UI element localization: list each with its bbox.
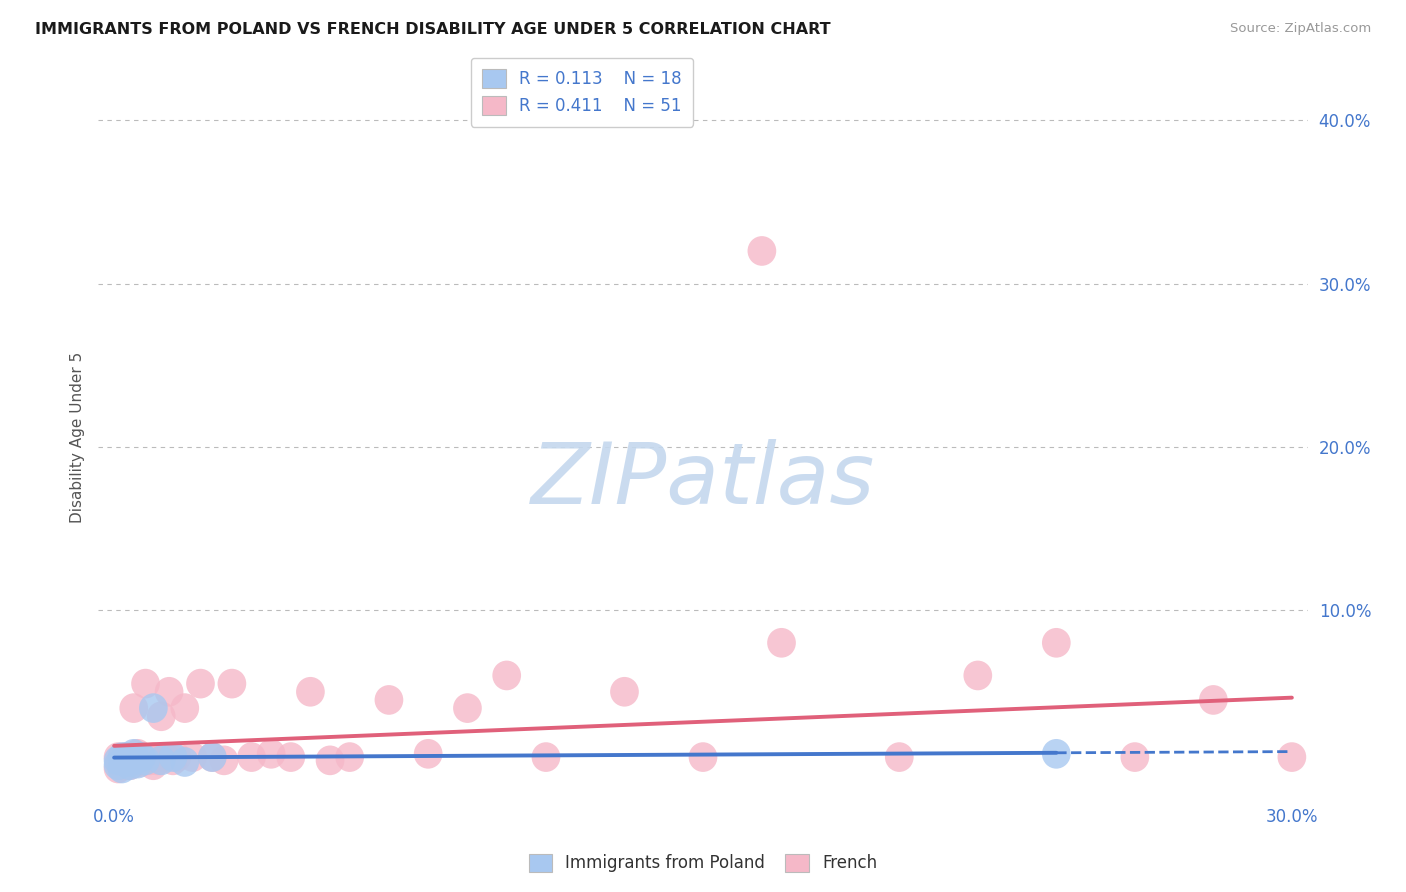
Ellipse shape: [374, 685, 404, 714]
Ellipse shape: [884, 742, 914, 772]
Legend: R = 0.113    N = 18, R = 0.411    N = 51: R = 0.113 N = 18, R = 0.411 N = 51: [471, 58, 693, 127]
Ellipse shape: [120, 748, 148, 779]
Ellipse shape: [139, 750, 167, 780]
Ellipse shape: [120, 746, 148, 775]
Ellipse shape: [135, 746, 165, 775]
Ellipse shape: [139, 742, 167, 772]
Ellipse shape: [131, 669, 160, 698]
Ellipse shape: [111, 742, 141, 772]
Ellipse shape: [115, 750, 145, 780]
Ellipse shape: [492, 661, 522, 690]
Ellipse shape: [150, 742, 180, 772]
Ellipse shape: [115, 742, 145, 772]
Ellipse shape: [1042, 628, 1071, 657]
Ellipse shape: [104, 746, 132, 775]
Ellipse shape: [108, 742, 136, 772]
Ellipse shape: [453, 693, 482, 723]
Ellipse shape: [131, 746, 160, 775]
Text: IMMIGRANTS FROM POLAND VS FRENCH DISABILITY AGE UNDER 5 CORRELATION CHART: IMMIGRANTS FROM POLAND VS FRENCH DISABIL…: [35, 22, 831, 37]
Text: Source: ZipAtlas.com: Source: ZipAtlas.com: [1230, 22, 1371, 36]
Ellipse shape: [413, 739, 443, 769]
Ellipse shape: [170, 747, 200, 777]
Ellipse shape: [159, 742, 187, 772]
Ellipse shape: [146, 701, 176, 731]
Ellipse shape: [139, 693, 167, 723]
Ellipse shape: [146, 746, 176, 775]
Ellipse shape: [128, 747, 156, 777]
Ellipse shape: [170, 693, 200, 723]
Ellipse shape: [238, 742, 266, 772]
Ellipse shape: [179, 742, 207, 772]
Ellipse shape: [277, 742, 305, 772]
Ellipse shape: [108, 754, 136, 783]
Ellipse shape: [1121, 742, 1149, 772]
Ellipse shape: [108, 746, 136, 775]
Ellipse shape: [316, 746, 344, 775]
Ellipse shape: [104, 742, 132, 772]
Ellipse shape: [159, 746, 187, 775]
Ellipse shape: [104, 754, 132, 783]
Ellipse shape: [124, 739, 152, 769]
Ellipse shape: [335, 742, 364, 772]
Ellipse shape: [111, 742, 141, 772]
Ellipse shape: [768, 628, 796, 657]
Ellipse shape: [124, 746, 152, 775]
Ellipse shape: [748, 236, 776, 266]
Ellipse shape: [104, 750, 132, 780]
Ellipse shape: [689, 742, 717, 772]
Ellipse shape: [198, 742, 226, 772]
Ellipse shape: [128, 742, 156, 772]
Ellipse shape: [1042, 739, 1071, 769]
Ellipse shape: [124, 748, 152, 779]
Ellipse shape: [257, 739, 285, 769]
Ellipse shape: [1278, 742, 1306, 772]
Ellipse shape: [108, 750, 136, 780]
Ellipse shape: [120, 693, 148, 723]
Ellipse shape: [163, 742, 191, 772]
Ellipse shape: [120, 739, 148, 769]
Ellipse shape: [143, 746, 172, 775]
Ellipse shape: [1199, 685, 1227, 714]
Ellipse shape: [610, 677, 638, 706]
Ellipse shape: [155, 677, 183, 706]
Ellipse shape: [198, 742, 226, 772]
Ellipse shape: [297, 677, 325, 706]
Legend: Immigrants from Poland, French: Immigrants from Poland, French: [522, 847, 884, 879]
Ellipse shape: [111, 747, 141, 777]
Text: ZIPatlas: ZIPatlas: [531, 440, 875, 523]
Ellipse shape: [186, 669, 215, 698]
Ellipse shape: [531, 742, 561, 772]
Ellipse shape: [111, 747, 141, 777]
Ellipse shape: [128, 742, 156, 772]
Ellipse shape: [209, 746, 239, 775]
Ellipse shape: [963, 661, 993, 690]
Ellipse shape: [115, 750, 145, 780]
Ellipse shape: [218, 669, 246, 698]
Y-axis label: Disability Age Under 5: Disability Age Under 5: [69, 351, 84, 523]
